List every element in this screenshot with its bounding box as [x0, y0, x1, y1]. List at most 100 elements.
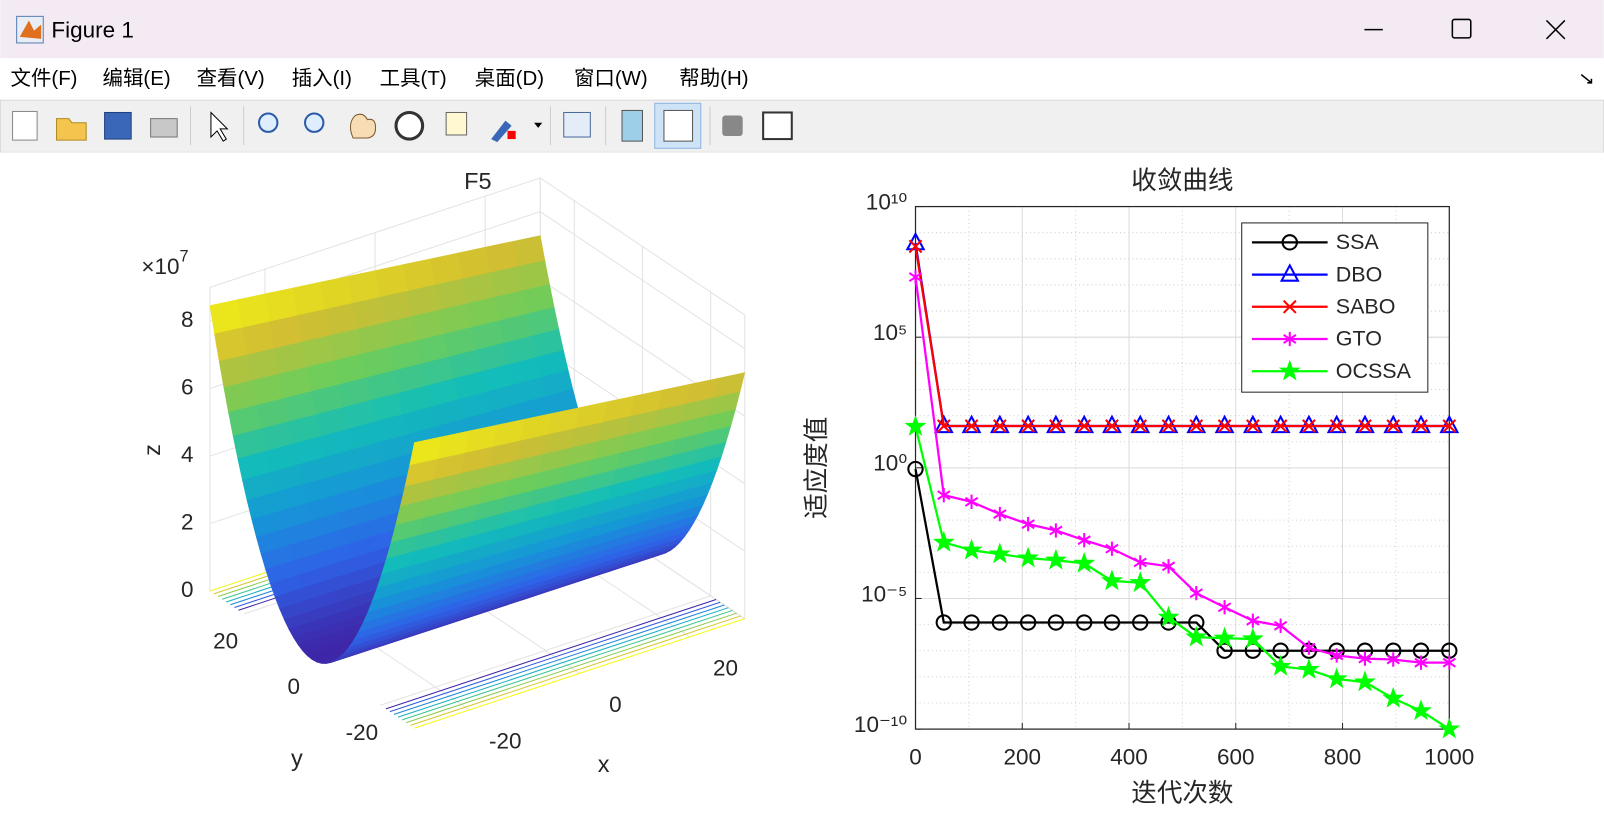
marker — [1017, 546, 1040, 568]
dock-icon[interactable] — [762, 111, 793, 141]
marker — [1161, 559, 1176, 574]
legend-marker — [1279, 263, 1300, 282]
marker — [1414, 655, 1428, 670]
z-scale-base: ×10 — [141, 254, 179, 279]
menu-item[interactable]: 窗口(W) — [574, 67, 648, 90]
marker — [1046, 414, 1066, 434]
pointer-icon[interactable] — [210, 111, 229, 142]
marker — [1021, 419, 1035, 433]
menu-item[interactable]: 文件(F) — [11, 67, 78, 90]
open-icon[interactable] — [56, 118, 87, 141]
marker — [961, 414, 982, 434]
x-tick-label: 200 — [1004, 745, 1042, 770]
pan-icon[interactable] — [349, 113, 377, 139]
x-tick-label: 0 — [909, 745, 922, 770]
legend-marker — [1282, 299, 1297, 314]
menu-item[interactable]: 查看(V) — [197, 67, 265, 90]
marker — [1129, 571, 1152, 593]
title-bar — [0, 0, 1604, 59]
marker — [1213, 626, 1236, 648]
marker — [1355, 414, 1375, 434]
x-tick-label: 1000 — [1424, 745, 1474, 770]
marker — [1241, 627, 1264, 649]
menu-arrow[interactable] — [1580, 74, 1593, 84]
series-line — [914, 276, 1450, 664]
menu-item[interactable]: 帮助(H) — [679, 67, 748, 90]
marker — [1246, 613, 1260, 628]
menu-bar — [0, 58, 1604, 101]
marker — [1047, 614, 1065, 631]
marker — [936, 419, 951, 433]
marker — [991, 614, 1009, 631]
dropdown-arrow[interactable] — [534, 122, 543, 128]
toolbar — [0, 99, 1604, 153]
legend-marker — [1283, 331, 1297, 347]
z-tick-label: 0 — [181, 577, 194, 602]
toolbar-icons — [12, 102, 793, 149]
marker — [1273, 618, 1288, 633]
marker — [963, 614, 980, 631]
marker — [1073, 551, 1096, 573]
floor-contour — [397, 607, 729, 718]
legend-label: SABO — [1336, 294, 1396, 318]
legend-icon[interactable] — [663, 109, 694, 142]
zoom-out-icon[interactable] — [304, 112, 325, 133]
menu-items: 文件(F) 编辑(E) 查看(V) 插入(I) 工具(T) 桌面(D) 窗口(W) 帮助(H) — [11, 67, 749, 90]
floor-contour — [385, 598, 717, 710]
marker — [1297, 658, 1320, 679]
close-button[interactable] — [1545, 19, 1566, 40]
new-icon[interactable] — [12, 110, 38, 141]
marker — [1245, 419, 1260, 433]
marker — [1217, 600, 1232, 615]
maximize-button[interactable] — [1451, 18, 1472, 39]
menu-item[interactable]: 编辑(E) — [103, 67, 171, 90]
marker — [1358, 651, 1372, 666]
menu-item[interactable]: 插入(I) — [292, 67, 352, 90]
link-icon[interactable] — [563, 111, 591, 138]
marker — [1414, 419, 1428, 433]
brush-color[interactable] — [507, 130, 516, 140]
surface-patch — [409, 436, 443, 466]
x-tick-label: 20 — [713, 656, 738, 681]
marker — [964, 419, 979, 433]
marker — [1076, 614, 1093, 631]
marker — [1044, 548, 1067, 570]
legend-label: OCSSA — [1336, 359, 1412, 383]
marker — [1439, 414, 1460, 434]
menu-item[interactable]: 桌面(D) — [475, 67, 544, 90]
y-tick-label: -20 — [346, 720, 379, 745]
floor-contour — [389, 601, 721, 713]
z-axis-label: z — [139, 444, 165, 456]
brush-icon[interactable] — [491, 120, 512, 143]
save-icon[interactable] — [104, 111, 132, 140]
x-tick-label: -20 — [489, 729, 521, 754]
marker — [993, 506, 1007, 522]
x-tick-label: 400 — [1110, 745, 1148, 770]
marker — [1102, 414, 1122, 434]
marker — [1100, 569, 1123, 591]
menu-item[interactable]: 工具(T) — [380, 67, 447, 90]
marker — [964, 494, 979, 509]
marker — [988, 542, 1011, 564]
zoom-in-icon[interactable] — [257, 112, 279, 133]
y-axis-label: y — [291, 745, 303, 771]
marker — [1273, 419, 1288, 433]
marker — [1329, 419, 1344, 433]
marker — [935, 614, 952, 631]
colorbar-icon[interactable] — [621, 109, 643, 142]
print-icon[interactable] — [150, 118, 178, 138]
rotate-icon[interactable] — [394, 110, 425, 141]
marker — [1383, 414, 1404, 434]
marker — [1386, 652, 1400, 667]
y-tick-label: 0 — [288, 674, 301, 699]
z-tick-label: 6 — [181, 375, 194, 400]
datatip-icon[interactable] — [445, 111, 468, 136]
legend-label: SSA — [1336, 230, 1380, 254]
marker — [1105, 419, 1119, 433]
y-tick-label: 10⁻¹⁰ — [854, 712, 907, 737]
marker — [1018, 414, 1039, 434]
hide-tools-icon[interactable] — [722, 115, 743, 137]
x-tick-label: 800 — [1324, 745, 1362, 770]
